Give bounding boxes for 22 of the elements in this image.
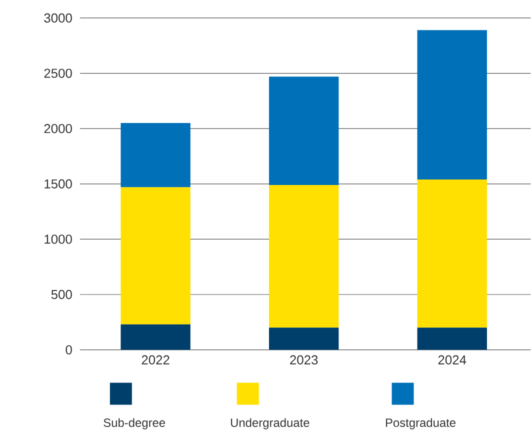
- bar: [417, 328, 487, 350]
- legend-label: Sub-degree: [104, 418, 166, 430]
- y-tick-label: 500: [51, 290, 72, 300]
- y-tick-label: 1500: [44, 179, 72, 189]
- y-tick-label: 1000: [44, 234, 72, 244]
- x-tick-label: 2022: [142, 355, 170, 365]
- y-tick-label: 2000: [44, 124, 72, 134]
- bar: [269, 328, 339, 350]
- bar: [120, 123, 190, 188]
- legend-label: Undergraduate: [230, 418, 310, 430]
- y-tick-label: 0: [66, 345, 72, 355]
- x-tick-label: 2024: [438, 355, 466, 365]
- bar: [120, 324, 190, 350]
- bar: [417, 30, 487, 180]
- bar: [269, 76, 339, 186]
- bar: [120, 187, 190, 324]
- x-tick-label: 2023: [290, 355, 318, 365]
- bar: [269, 185, 339, 328]
- bar: [417, 180, 487, 328]
- legend-label: Postgraduate: [386, 418, 456, 430]
- y-tick-label: 2500: [44, 68, 72, 78]
- y-tick-label: 3000: [44, 14, 72, 23]
